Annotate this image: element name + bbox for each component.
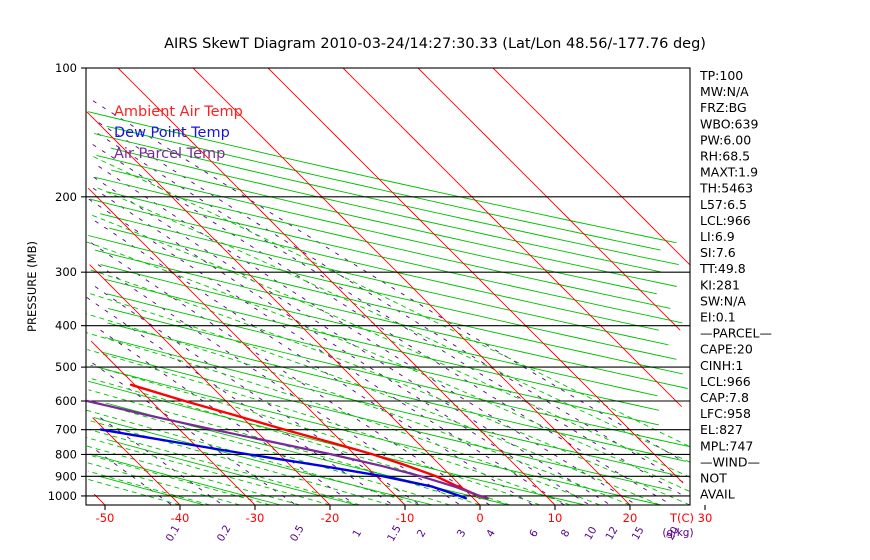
mixing-ratio-tick-label: 10	[582, 525, 599, 543]
mixing-ratio-tick-label: 15	[630, 525, 647, 543]
pressure-axis-label: PRESSURE (MB)	[25, 241, 39, 332]
mixing-ratio-tick-label: 12	[603, 525, 620, 543]
axis-labels: 1002003004005006007008009001000PRESSURE …	[25, 61, 712, 544]
mixing-ratio-tick-label: 6	[527, 527, 541, 539]
bottom-temp-tick-label: -50	[96, 511, 115, 525]
air-parcel-curve	[86, 399, 489, 500]
bottom-temp-tick-label: 30	[698, 511, 713, 525]
mixing-ratio-tick-label: 8	[559, 528, 573, 540]
mixing-ratio-tick-label: 20	[664, 525, 681, 543]
mixing-ratio-tick-label: 4	[484, 527, 498, 539]
bottom-temp-tick-label: 0	[476, 511, 483, 525]
isotherm-lines	[86, 67, 690, 506]
bottom-temp-tick-label: 10	[548, 511, 563, 525]
sounding-curves	[86, 383, 489, 500]
plot-frame	[85, 67, 691, 506]
pressure-tick-label: 300	[55, 265, 77, 279]
bottom-temp-tick-label: -20	[321, 511, 340, 525]
temperature-axis-label: T(C)	[669, 511, 694, 525]
dry-adiabat-lines	[87, 111, 690, 506]
mixing-ratio-tick-label: 0.1	[164, 523, 183, 543]
grid-layer	[85, 67, 691, 506]
mixing-ratio-tick-label: 0.2	[215, 523, 234, 543]
mixing-ratio-tick-label: 0.5	[288, 523, 307, 543]
bottom-temp-tick-label: -40	[171, 511, 190, 525]
pressure-tick-label: 400	[55, 319, 77, 333]
pressure-tick-label: 600	[55, 394, 77, 408]
mixing-ratio-axis-label: (g/kg)	[662, 527, 693, 539]
dew-point-curve	[99, 428, 467, 500]
mixing-ratio-lines	[86, 100, 685, 506]
bottom-temp-tick-label: -30	[246, 511, 265, 525]
pressure-tick-label: 900	[55, 469, 77, 483]
pressure-tick-label: 700	[55, 423, 77, 437]
pressure-tick-label: 500	[55, 360, 77, 374]
bottom-temp-tick-label: 20	[623, 511, 638, 525]
pressure-tick-label: 1000	[48, 489, 77, 503]
mixing-ratio-tick-label: 3	[455, 528, 469, 540]
mixing-ratio-tick-label: 1	[350, 528, 364, 540]
pressure-tick-label: 200	[55, 190, 77, 204]
mixing-ratio-tick-label: 2	[415, 528, 429, 540]
bottom-temp-tick-label: -10	[396, 511, 415, 525]
pressure-tick-label: 100	[55, 61, 77, 75]
pressure-tick-label: 800	[55, 447, 77, 461]
mixing-ratio-tick-label: 1.5	[385, 523, 404, 543]
